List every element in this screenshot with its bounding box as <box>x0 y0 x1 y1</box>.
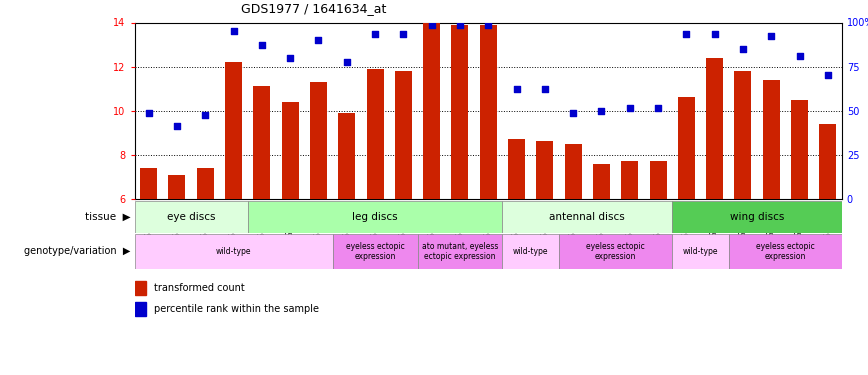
Text: percentile rank within the sample: percentile rank within the sample <box>155 304 319 314</box>
Bar <box>649 161 667 199</box>
Bar <box>135 234 332 269</box>
Point <box>339 59 354 65</box>
Bar <box>168 174 186 199</box>
Text: eyeless ectopic
expression: eyeless ectopic expression <box>345 242 404 261</box>
Point <box>283 55 297 61</box>
Bar <box>282 102 299 199</box>
Text: eyeless ectopic
expression: eyeless ectopic expression <box>756 242 815 261</box>
Point <box>680 30 694 36</box>
Bar <box>135 201 247 232</box>
Point <box>821 72 835 78</box>
Bar <box>197 168 214 199</box>
Point <box>538 86 552 92</box>
Text: tissue  ▶: tissue ▶ <box>84 211 130 222</box>
Point <box>368 30 382 36</box>
Bar <box>480 25 496 199</box>
Text: eye discs: eye discs <box>167 211 215 222</box>
Text: leg discs: leg discs <box>352 211 398 222</box>
Bar <box>451 25 469 199</box>
Bar <box>135 281 146 296</box>
Point <box>453 22 467 28</box>
Bar <box>593 164 610 199</box>
Bar <box>672 234 729 269</box>
Bar <box>395 71 411 199</box>
Bar <box>253 86 270 199</box>
Bar <box>729 234 842 269</box>
Bar <box>503 234 559 269</box>
Bar <box>763 80 779 199</box>
Point <box>227 28 240 34</box>
Point <box>170 123 184 129</box>
Text: wing discs: wing discs <box>730 211 785 222</box>
Bar <box>310 82 327 199</box>
Bar <box>621 161 638 199</box>
Bar <box>366 69 384 199</box>
Point <box>397 30 411 36</box>
Text: wild-type: wild-type <box>513 247 549 256</box>
Bar <box>332 234 418 269</box>
Point <box>566 110 580 116</box>
Bar <box>678 98 694 199</box>
Bar <box>418 234 503 269</box>
Point <box>651 105 665 111</box>
Point <box>424 22 438 28</box>
Point <box>141 110 155 116</box>
Point <box>481 22 495 28</box>
Point <box>510 86 523 92</box>
Point <box>198 112 212 118</box>
Bar <box>339 113 355 199</box>
Point <box>764 33 778 39</box>
Point <box>707 30 721 36</box>
Text: transformed count: transformed count <box>155 283 245 293</box>
Point <box>792 53 806 58</box>
Bar <box>508 139 525 199</box>
Bar <box>503 201 672 232</box>
Point <box>622 105 636 111</box>
Text: genotype/variation  ▶: genotype/variation ▶ <box>23 246 130 256</box>
Bar <box>247 201 503 232</box>
Point <box>595 108 608 114</box>
Text: antennal discs: antennal discs <box>549 211 625 222</box>
Point <box>312 37 326 43</box>
Bar <box>135 302 146 316</box>
Bar <box>819 124 836 199</box>
Text: wild-type: wild-type <box>216 247 252 256</box>
Bar <box>672 201 842 232</box>
Point <box>736 46 750 52</box>
Bar <box>536 141 553 199</box>
Bar <box>791 100 808 199</box>
Text: ato mutant, eyeless
ectopic expression: ato mutant, eyeless ectopic expression <box>422 242 498 261</box>
Bar <box>565 144 582 199</box>
Bar <box>424 22 440 199</box>
Bar <box>559 234 672 269</box>
Bar <box>141 168 157 199</box>
Bar <box>707 58 723 199</box>
Point <box>255 42 269 48</box>
Text: wild-type: wild-type <box>683 247 718 256</box>
Bar <box>225 62 242 199</box>
Bar <box>734 71 752 199</box>
Text: eyeless ectopic
expression: eyeless ectopic expression <box>586 242 645 261</box>
Text: GDS1977 / 1641634_at: GDS1977 / 1641634_at <box>240 2 386 15</box>
